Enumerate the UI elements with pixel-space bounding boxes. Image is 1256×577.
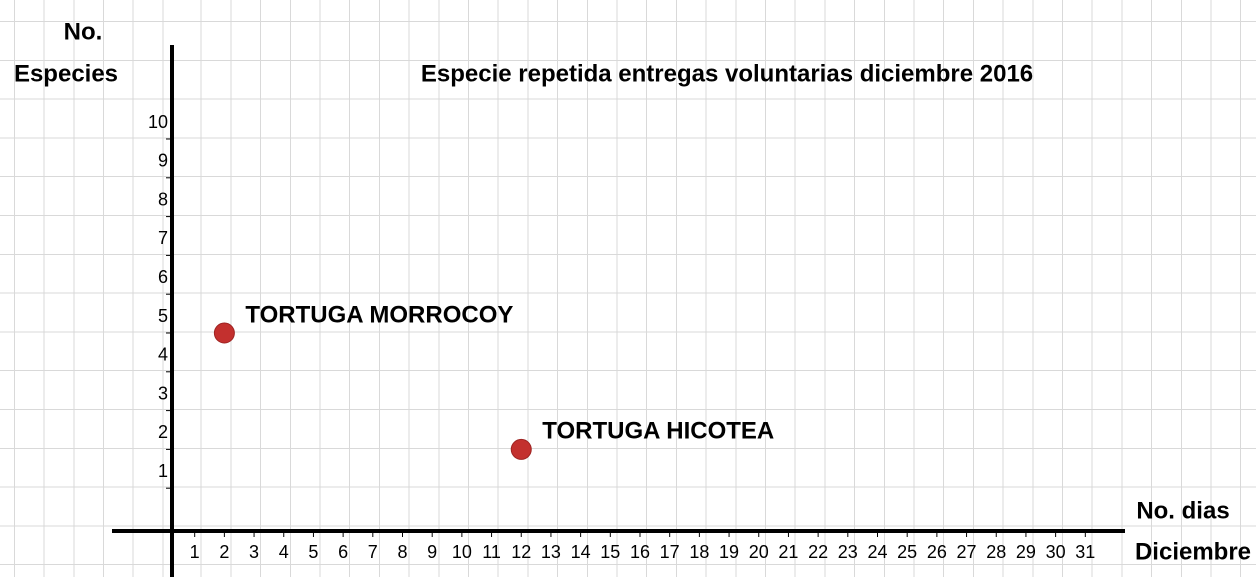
x-tick-label: 2 [219, 542, 229, 562]
x-tick-label: 29 [1016, 542, 1036, 562]
x-tick-label: 1 [190, 542, 200, 562]
x-tick-label: 25 [897, 542, 917, 562]
y-tick-label: 2 [158, 422, 168, 442]
x-tick-label: 31 [1075, 542, 1095, 562]
x-tick-label: 22 [808, 542, 828, 562]
x-tick-label: 11 [482, 542, 501, 562]
x-tick-label: 17 [660, 542, 680, 562]
y-tick-label: 5 [158, 306, 168, 326]
x-tick-label: 21 [778, 542, 798, 562]
x-tick-label: 3 [249, 542, 259, 562]
x-tick-label: 24 [867, 542, 887, 562]
y-axis-label: Especies [14, 60, 118, 87]
x-tick-label: 13 [541, 542, 561, 562]
point [213, 322, 235, 344]
y-tick-label: 3 [158, 383, 168, 403]
x-tick-label: 6 [338, 542, 348, 562]
x-tick-label: 16 [630, 542, 650, 562]
x-tick-label: 10 [452, 542, 472, 562]
x-tick-label: 18 [689, 542, 709, 562]
x-axis-label: Diciembre [1135, 538, 1251, 565]
y-tick-label: 10 [148, 112, 168, 132]
x-tick-label: 26 [927, 542, 947, 562]
x-tick-label: 20 [749, 542, 769, 562]
x-tick-label: 4 [279, 542, 289, 562]
point [510, 438, 532, 460]
x-tick-label: 5 [308, 542, 318, 562]
point-label: TORTUGA HICOTEA [542, 418, 774, 445]
x-tick-label: 7 [368, 542, 378, 562]
y-tick-label: 8 [158, 189, 168, 209]
y-tick-label: 4 [158, 345, 168, 365]
y-tick-label: 1 [158, 461, 168, 481]
x-tick-label: 19 [719, 542, 739, 562]
y-tick-label: 6 [158, 267, 168, 287]
point-label: TORTUGA MORROCOY [245, 301, 513, 328]
y-tick-label: 7 [158, 228, 168, 248]
y-axis-label: No. [64, 18, 103, 45]
x-tick-label: 14 [571, 542, 591, 562]
x-tick-label: 8 [397, 542, 407, 562]
y-tick-label: 9 [158, 151, 168, 171]
x-tick-label: 9 [427, 542, 437, 562]
chart-title: Especie repetida entregas voluntarias di… [421, 60, 1033, 87]
x-tick-label: 12 [511, 542, 531, 562]
x-axis-label: No. dias [1136, 497, 1229, 524]
x-tick-label: 15 [600, 542, 620, 562]
x-tick-label: 23 [838, 542, 858, 562]
x-tick-label: 30 [1046, 542, 1066, 562]
x-tick-label: 28 [986, 542, 1006, 562]
x-tick-label: 27 [957, 542, 977, 562]
